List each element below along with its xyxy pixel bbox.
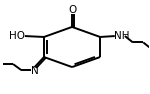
Text: HO: HO [9,31,25,41]
Text: N: N [31,66,39,76]
Text: O: O [68,5,76,15]
Text: NH: NH [114,31,129,41]
